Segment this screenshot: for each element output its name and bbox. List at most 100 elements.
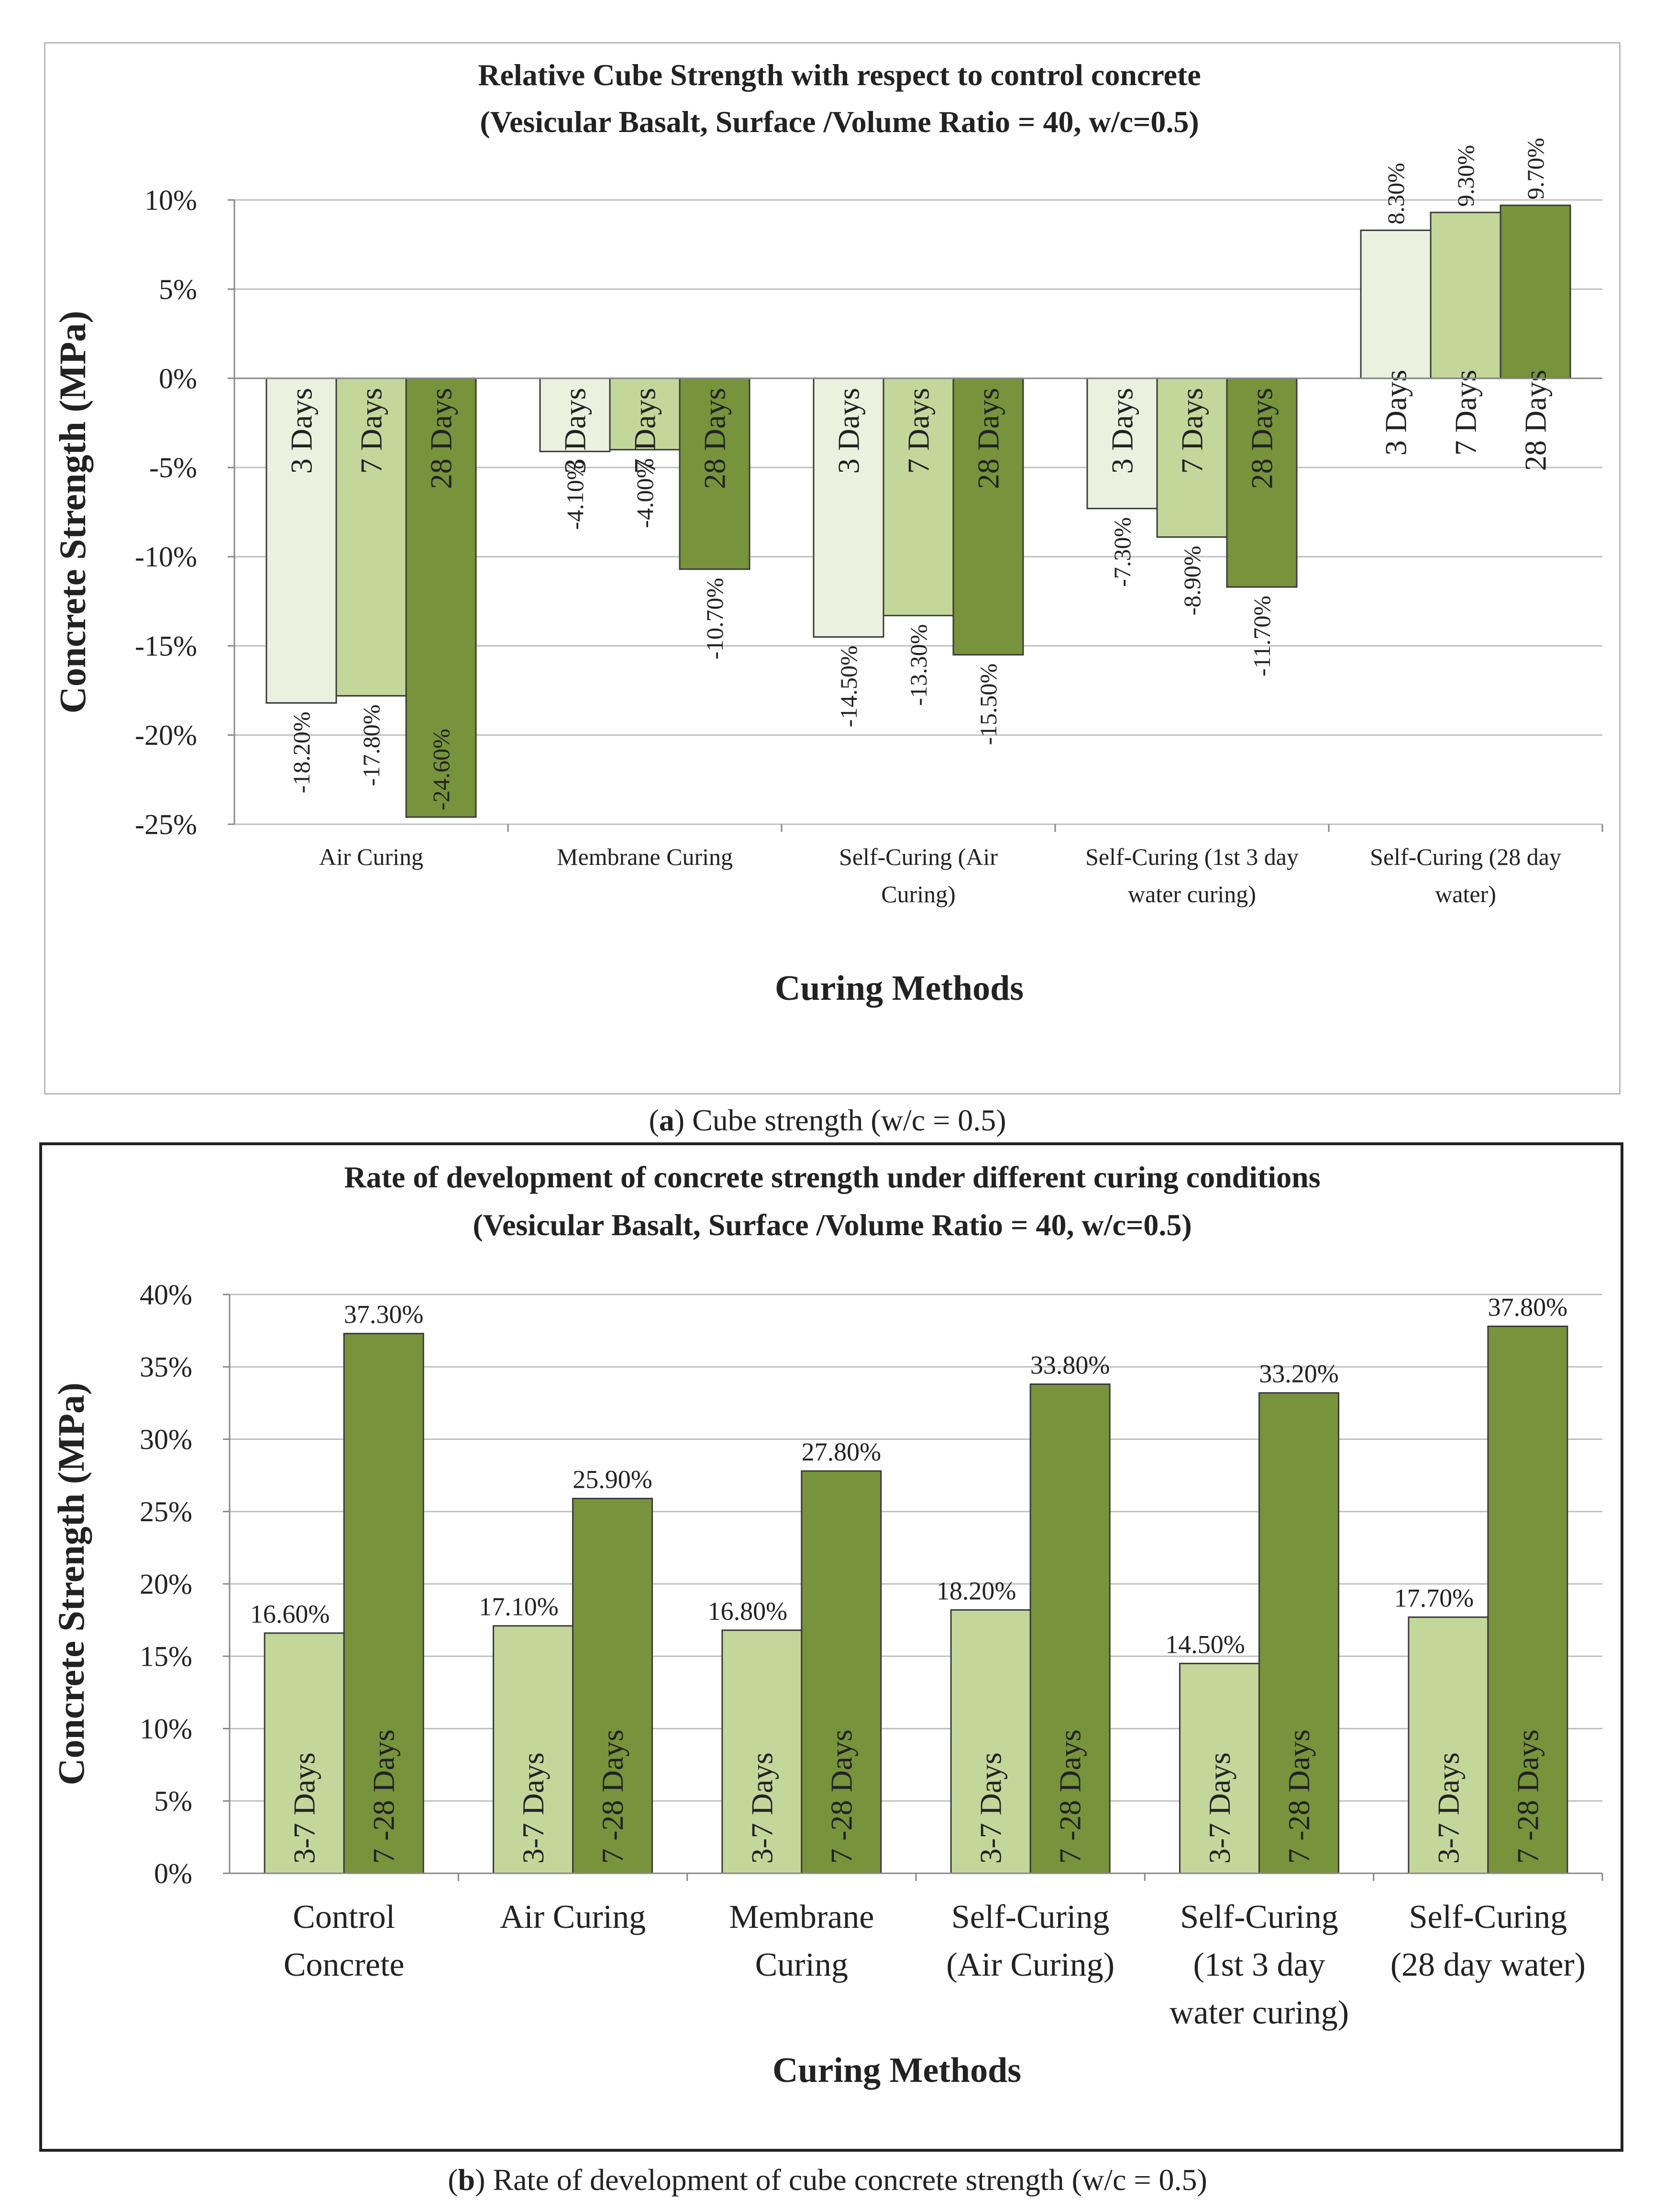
chart-a-bar-value-label: -4.10% xyxy=(562,460,588,530)
chart-b-category-label: (Air Curing) xyxy=(946,1947,1114,1983)
chart-b-bar xyxy=(493,1625,574,1874)
chart-a-bar-value-label: 9.30% xyxy=(1452,145,1479,207)
chart-b-bar xyxy=(801,1470,882,1874)
chart-a-bar-series-label: 7 Days xyxy=(1449,370,1483,456)
chart-b-bar-series-label: 7 -28 Days xyxy=(824,1729,858,1864)
chart-b-bar-value-label: 17.10% xyxy=(479,1593,558,1621)
chart-a-bar-value-label: -15.50% xyxy=(975,664,1002,745)
chart-b-bar xyxy=(572,1498,653,1874)
chart-a-bar-series-label: 3 Days xyxy=(285,388,319,474)
chart-b-ytick-label: 40% xyxy=(140,1279,192,1310)
chart-a-bar xyxy=(679,377,750,570)
chart-b-bar-series-label: 7 -28 Days xyxy=(367,1729,401,1864)
chart-b-category-label: Self-Curing xyxy=(951,1899,1110,1936)
chart-b-category-label: Curing xyxy=(755,1947,848,1983)
chart-a-bar-value-label: -24.60% xyxy=(428,729,454,810)
chart-a-ytick-label: -20% xyxy=(135,719,197,751)
chart-b-bar-series-label: 3-7 Days xyxy=(1203,1752,1236,1864)
caption-b-text: Rate of development of cube concrete str… xyxy=(485,2163,1207,2197)
chart-a-ytick-label: 0% xyxy=(159,363,197,394)
chart-b-ytick-label: 10% xyxy=(140,1713,192,1745)
chart-a-subtitle: (Vesicular Basalt, Surface /Volume Ratio… xyxy=(480,105,1199,139)
chart-a-bar-series-label: 3 Days xyxy=(558,388,592,474)
chart-b-bar-series-label: 7 -28 Days xyxy=(1511,1729,1545,1864)
caption-a: (a) Cube strength (w/c = 0.5) xyxy=(649,1103,1006,1137)
chart-b-category-label: Self-Curing xyxy=(1409,1899,1567,1936)
chart-a-bar-series-label: 28 Days xyxy=(1245,388,1279,489)
chart-a-bar-series-label: 7 Days xyxy=(1175,388,1209,474)
chart-b-bar-series-label: 3-7 Days xyxy=(974,1752,1008,1864)
chart-b-bar-value-label: 33.20% xyxy=(1259,1360,1338,1388)
chart-a-bar-value-label: -7.30% xyxy=(1109,517,1136,587)
chart-b-bar xyxy=(1258,1392,1339,1874)
chart-a-x-axis-label: Curing Methods xyxy=(775,969,1024,1008)
chart-a-title: Relative Cube Strength with respect to c… xyxy=(478,58,1201,92)
chart-a-category-label: Air Curing xyxy=(319,843,423,870)
chart-b-bar-value-label: 18.20% xyxy=(937,1576,1016,1605)
chart-a-bar-value-label: -10.70% xyxy=(701,578,728,660)
chart-a-ytick-label: -5% xyxy=(149,452,197,484)
chart-b-ytick-label: 15% xyxy=(140,1641,192,1672)
chart-a-bar-value-label: -11.70% xyxy=(1248,596,1275,676)
chart-b-bar xyxy=(1179,1662,1260,1874)
chart-b-ytick-label: 0% xyxy=(154,1858,192,1889)
caption-a-letter: a xyxy=(659,1103,674,1137)
chart-a-bar-value-label: -4.00% xyxy=(631,458,658,528)
chart-a-bar xyxy=(1430,211,1501,379)
chart-b-bar xyxy=(950,1609,1031,1874)
chart-a-bar xyxy=(952,377,1024,656)
chart-a-category-label: Membrane Curing xyxy=(557,843,733,870)
chart-b-bar-value-label: 25.90% xyxy=(573,1465,652,1494)
chart-a-bar xyxy=(1086,377,1158,509)
chart-b-bar xyxy=(1029,1383,1111,1874)
chart-a-category-label: water curing) xyxy=(1128,881,1256,907)
chart-b-bar-value-label: 37.80% xyxy=(1488,1293,1567,1322)
chart-b-ytick-label: 5% xyxy=(154,1785,192,1817)
chart-a-bar-value-label: -17.80% xyxy=(358,705,385,786)
chart-b-bar xyxy=(1408,1616,1489,1874)
chart-b-bar-value-label: 27.80% xyxy=(802,1438,881,1466)
chart-a-bar-value-label: -18.20% xyxy=(288,711,315,793)
chart-a-category-label: Self-Curing (28 day xyxy=(1370,843,1561,870)
chart-b-bar-series-label: 3-7 Days xyxy=(287,1752,321,1864)
chart-a-bar-series-label: 3 Days xyxy=(1105,388,1139,474)
caption-b: (b) Rate of development of cube concrete… xyxy=(448,2163,1207,2197)
chart-b-bar xyxy=(1487,1326,1568,1874)
chart-a-bar xyxy=(609,377,681,451)
chart-a-bar-series-label: 28 Days xyxy=(1519,370,1553,471)
chart-b-ytick-label: 35% xyxy=(140,1351,192,1383)
chart-b-category-label: water curing) xyxy=(1170,1994,1349,2031)
chart-a-category-label: Self-Curing (1st 3 day xyxy=(1085,843,1299,870)
chart-a-bar-value-label: -8.90% xyxy=(1179,546,1205,616)
chart-a-bar-series-label: 3 Days xyxy=(832,388,866,474)
chart-b-category-label: Self-Curing xyxy=(1180,1899,1338,1936)
chart-b-category-label: Concrete xyxy=(284,1947,405,1983)
chart-a-bar xyxy=(405,377,477,818)
chart-a-bar-value-label: 9.70% xyxy=(1522,138,1549,199)
chart-a-bar-value-label: -14.50% xyxy=(835,646,862,728)
chart-a-ytick-label: -10% xyxy=(135,541,197,573)
chart-b-bar-value-label: 33.80% xyxy=(1030,1351,1110,1380)
chart-a-bar-series-label: 28 Days xyxy=(971,388,1005,489)
chart-a-ytick-label: 10% xyxy=(144,184,197,216)
chart-a-y-axis-label: Concrete Strength (MPa) xyxy=(52,311,93,714)
chart-a-bar xyxy=(335,377,407,697)
chart-b-x-axis-label: Curing Methods xyxy=(772,2051,1021,2090)
chart-b-category-label: Control xyxy=(293,1899,395,1936)
chart-a-bar-series-label: 7 Days xyxy=(902,388,936,474)
chart-b-bar xyxy=(343,1333,424,1874)
chart-a-bar-series-label: 7 Days xyxy=(354,388,388,474)
chart-a-bar xyxy=(1226,377,1298,588)
chart-b-title: Rate of development of concrete strength… xyxy=(344,1160,1320,1194)
chart-a-category-label: water) xyxy=(1435,881,1496,907)
chart-b-category-label: Air Curing xyxy=(500,1899,646,1936)
chart-a-bar xyxy=(1500,204,1571,379)
chart-b-bar-value-label: 17.70% xyxy=(1394,1584,1474,1613)
chart-a-bar-value-label: -13.30% xyxy=(905,624,932,706)
chart-a-ytick-label: -25% xyxy=(135,808,197,840)
caption-a-text: Cube strength (w/c = 0.5) xyxy=(684,1103,1006,1137)
chart-b-ytick-label: 30% xyxy=(140,1424,192,1455)
chart-b-bar-series-label: 3-7 Days xyxy=(745,1752,779,1864)
chart-b-bar xyxy=(264,1632,345,1874)
chart-b-bar xyxy=(721,1629,803,1874)
